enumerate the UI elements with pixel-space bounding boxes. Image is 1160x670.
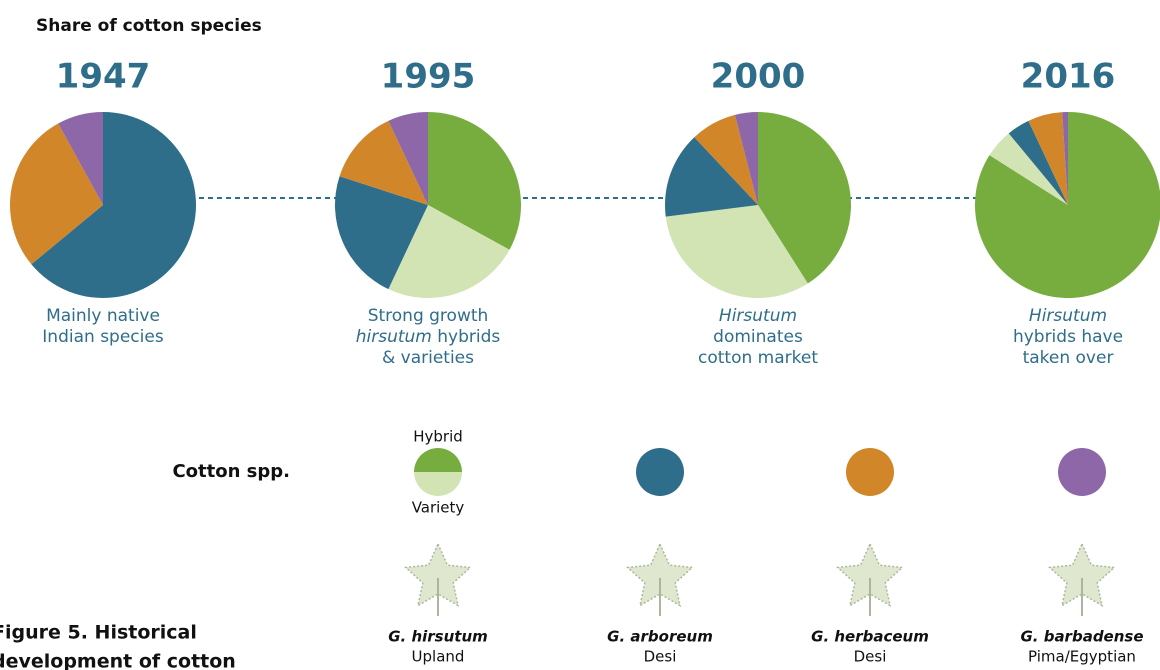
figure-caption: development of cotton <box>0 651 236 670</box>
hybrid-label: Hybrid <box>413 428 463 446</box>
legend-title: Cotton spp. <box>172 461 290 482</box>
species-name: G. arboreum <box>607 628 713 646</box>
infographic: Share of cotton species Cotton spp. Hybr… <box>0 0 1160 670</box>
species-name: G. barbadense <box>1020 628 1143 646</box>
legend-swatch <box>414 472 462 496</box>
caption-line: Indian species <box>42 327 164 347</box>
caption-text: Hirsutum <box>1029 306 1107 326</box>
species-common: Desi <box>854 648 887 666</box>
year: 2000 <box>711 57 806 97</box>
caption-text: Indian species <box>42 327 164 347</box>
caption-line: hybrids have <box>1013 327 1123 347</box>
caption-text: Strong growth <box>368 306 489 326</box>
year: 2016 <box>1021 57 1116 97</box>
species-common: Desi <box>644 648 677 666</box>
caption-line: Hirsutum <box>719 306 797 326</box>
caption-line: Strong growth <box>368 306 489 326</box>
caption-text: taken over <box>1023 348 1114 368</box>
caption-line: Mainly native <box>46 306 160 326</box>
species-name: G. herbaceum <box>811 628 929 646</box>
caption-text: hirsutum <box>356 327 432 347</box>
legend-swatch <box>414 448 462 472</box>
species-common: Upland <box>412 648 465 666</box>
year: 1995 <box>381 57 476 97</box>
caption-line: taken over <box>1023 348 1114 368</box>
legend-swatch <box>1058 448 1106 496</box>
caption-text: cotton market <box>698 348 818 368</box>
caption-text: Hirsutum <box>719 306 797 326</box>
species-common: Pima/Egyptian <box>1028 648 1136 666</box>
legend-swatch <box>846 448 894 496</box>
caption-line: Hirsutum <box>1029 306 1107 326</box>
caption-text: Mainly native <box>46 306 160 326</box>
figure-caption: Figure 5. Historical <box>0 622 197 644</box>
species-name: G. hirsutum <box>388 628 488 646</box>
title: Share of cotton species <box>36 16 262 36</box>
caption-line: hirsutum hybrids <box>356 327 501 347</box>
variety-label: Variety <box>412 499 465 517</box>
caption-text: & varieties <box>382 348 474 368</box>
caption-line: cotton market <box>698 348 818 368</box>
caption-text: hybrids <box>432 327 501 347</box>
caption-text: dominates <box>713 327 803 347</box>
year: 1947 <box>56 57 151 97</box>
caption-line: & varieties <box>382 348 474 368</box>
caption-line: dominates <box>713 327 803 347</box>
legend-swatch <box>636 448 684 496</box>
caption-text: hybrids have <box>1013 327 1123 347</box>
